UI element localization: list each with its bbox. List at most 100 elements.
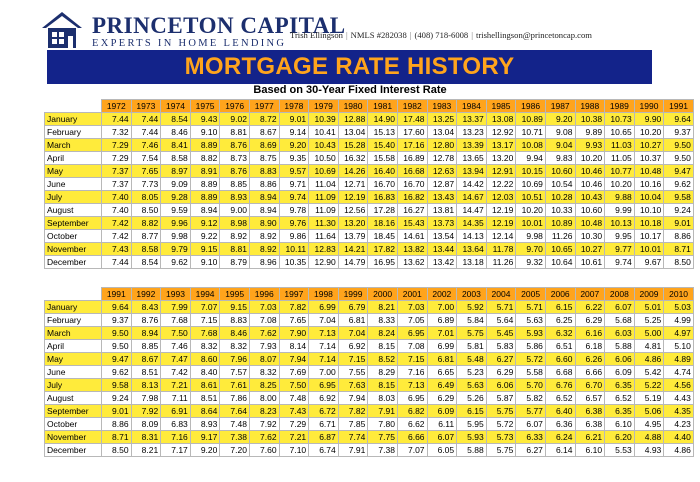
rate-cell: 10.60 (544, 164, 576, 178)
rate-cell: 8.05 (130, 190, 162, 204)
rate-cell: 11.64 (308, 229, 339, 243)
rate-cell: 7.08 (396, 339, 428, 353)
rate-cell: 6.92 (337, 339, 369, 353)
rate-cell: 10.54 (544, 177, 576, 191)
rate-cell: 14.67 (456, 190, 487, 204)
rate-cell: 7.90 (278, 326, 310, 340)
rate-cell: 7.13 (308, 326, 339, 340)
rate-cell: 7.82 (337, 404, 369, 418)
rate-cell: 4.99 (663, 313, 694, 327)
rate-cell: 9.64 (663, 112, 694, 126)
year-header-row: 1991 1992 1993 1994 1995 1996 1997 1998 1999 2000… (44, 287, 694, 301)
rate-cell: 9.15 (189, 242, 221, 256)
rate-cell: 9.02 (219, 112, 250, 126)
rate-cell: 13.43 (426, 190, 458, 204)
rate-cell: 6.49 (426, 378, 458, 392)
rate-cell: 8.46 (219, 326, 250, 340)
rate-cell: 6.32 (544, 326, 576, 340)
rate-cell: 6.16 (574, 326, 606, 340)
rate-cell: 6.18 (574, 339, 606, 353)
rate-cell: 6.66 (574, 365, 606, 379)
rate-cell: 9.58 (101, 378, 132, 392)
rate-cell: 9.50 (101, 339, 132, 353)
year-header-cell: 1983 (426, 99, 458, 113)
rate-cell: 10.17 (633, 229, 665, 243)
rate-cell: 6.25 (544, 313, 576, 327)
rate-cell: 7.75 (367, 430, 398, 444)
month-label: April (44, 151, 102, 165)
rate-cell: 7.46 (160, 339, 191, 353)
rate-cell: 9.32 (515, 255, 546, 269)
year-header-cell: 1988 (574, 99, 606, 113)
year-header-cell: 1986 (515, 99, 546, 113)
rate-cell: 9.90 (633, 112, 665, 126)
rate-cell: 6.07 (604, 300, 635, 314)
rate-cell: 8.77 (130, 229, 162, 243)
rate-row-november: November 8.71 8.31 7.16 9.17 7.38 7.62 7.21 6.87… (44, 430, 694, 444)
rate-cell: 8.15 (367, 339, 398, 353)
rate-cell: 8.92 (248, 229, 280, 243)
rate-cell: 16.95 (367, 255, 398, 269)
rate-cell: 13.73 (426, 216, 458, 230)
month-label: June (44, 365, 102, 379)
rate-cell: 9.50 (101, 326, 132, 340)
rate-cell: 8.89 (189, 177, 221, 191)
rate-cell: 9.79 (160, 242, 191, 256)
rate-cell: 9.28 (160, 190, 191, 204)
rate-cell: 15.28 (337, 138, 369, 152)
rate-cell: 7.65 (130, 164, 162, 178)
rate-cell: 6.11 (426, 417, 458, 431)
rate-cell: 6.51 (544, 339, 576, 353)
rate-cell: 5.25 (633, 313, 665, 327)
rate-cell: 8.76 (130, 313, 162, 327)
rate-cell: 5.75 (485, 443, 517, 457)
rate-cell: 5.82 (515, 391, 546, 405)
rate-cell: 7.16 (160, 430, 191, 444)
rate-cell: 7.99 (160, 300, 191, 314)
rate-cell: 6.29 (426, 391, 458, 405)
rate-cell: 5.86 (515, 339, 546, 353)
rate-cell: 8.92 (219, 229, 250, 243)
rate-cell: 7.15 (396, 352, 428, 366)
rate-cell: 5.95 (456, 417, 487, 431)
rate-cell: 7.62 (248, 430, 280, 444)
rate-cell: 16.82 (396, 190, 428, 204)
rate-cell: 16.32 (337, 151, 369, 165)
rate-cell: 8.93 (189, 417, 221, 431)
rate-cell: 7.11 (160, 391, 191, 405)
rate-cell: 9.20 (189, 443, 221, 457)
rate-cell: 7.38 (219, 430, 250, 444)
rate-cell: 16.89 (396, 151, 428, 165)
rate-cell: 7.93 (248, 339, 280, 353)
rate-cell: 7.42 (101, 216, 132, 230)
rate-cell: 5.06 (633, 404, 665, 418)
rate-cell: 8.51 (130, 365, 162, 379)
rate-cell: 13.08 (485, 112, 517, 126)
rate-cell: 5.22 (633, 378, 665, 392)
rate-cell: 8.85 (130, 339, 162, 353)
rate-cell: 6.10 (574, 443, 606, 457)
rate-cell: 5.75 (485, 404, 517, 418)
rate-cell: 7.94 (337, 391, 369, 405)
rate-cell: 9.57 (278, 164, 310, 178)
rate-cell: 9.22 (189, 229, 221, 243)
rate-row-december: December 7.44 8.54 9.62 9.10 8.79 8.96 10.35 12.… (44, 255, 694, 269)
rate-cell: 9.15 (219, 300, 250, 314)
rate-cell: 11.04 (308, 177, 339, 191)
rate-cell: 7.42 (101, 229, 132, 243)
rate-cell: 12.90 (308, 255, 339, 269)
rate-cell: 6.07 (426, 430, 458, 444)
rate-cell: 7.48 (219, 417, 250, 431)
rate-cell: 5.64 (485, 313, 517, 327)
rate-cell: 9.00 (219, 203, 250, 217)
rate-cell: 6.52 (544, 391, 576, 405)
rate-cell: 5.83 (485, 339, 517, 353)
rate-cell: 7.16 (396, 365, 428, 379)
month-label: December (44, 255, 102, 269)
rate-cell: 5.84 (456, 313, 487, 327)
rate-cell: 10.08 (515, 138, 546, 152)
rate-cell: 9.08 (544, 125, 576, 139)
rate-cell: 4.86 (663, 443, 694, 457)
rate-cell: 9.93 (574, 138, 606, 152)
rate-cell: 12.71 (337, 177, 369, 191)
